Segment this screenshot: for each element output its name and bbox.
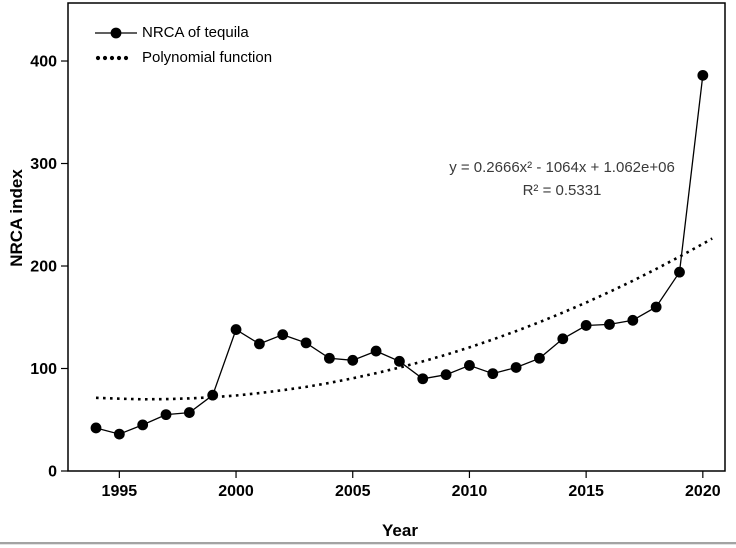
y-tick-label: 400: [30, 54, 57, 71]
x-tick-label: 2005: [335, 483, 371, 500]
data-point-marker: [440, 369, 452, 381]
legend: NRCA of tequila Polynomial function: [94, 20, 272, 70]
data-point-marker: [534, 352, 545, 364]
data-point-marker: [230, 324, 242, 335]
data-point-marker: [323, 352, 335, 364]
data-point-marker: [183, 407, 195, 418]
x-tick-label: 2000: [218, 483, 254, 500]
y-tick-label: 100: [30, 361, 57, 378]
data-point-marker: [510, 362, 522, 373]
data-point-marker: [277, 329, 289, 341]
legend-dotted-swatch: [95, 55, 129, 60]
bottom-divider: [0, 542, 736, 545]
r-squared-text: R² = 0.5331: [522, 182, 602, 199]
legend-line-marker-swatch: [95, 27, 137, 38]
data-point-marker: [627, 314, 639, 326]
legend-label-series: NRCA of tequila: [142, 24, 249, 41]
data-point-marker: [674, 266, 685, 278]
data-point-marker: [604, 319, 615, 330]
series-line: [95, 75, 704, 435]
trend-dotted-line: [95, 237, 713, 401]
data-point-marker: [137, 419, 149, 431]
legend-label-trend: Polynomial function: [142, 49, 273, 66]
data-point-marker: [160, 409, 172, 421]
y-tick-label: 300: [30, 156, 57, 173]
x-tick-label: 2015: [568, 483, 604, 500]
plot-frame: [67, 2, 726, 472]
x-tick-label: 2010: [452, 483, 488, 500]
x-axis-title: Year: [382, 521, 418, 540]
equation-text: y = 0.2666x² - 1064x + 1.062e+06: [449, 159, 675, 176]
x-tick-label: 1995: [102, 483, 138, 500]
data-point-marker: [580, 320, 592, 331]
y-tick-label: 200: [30, 259, 57, 276]
data-point-marker: [650, 301, 662, 313]
data-point-marker: [417, 373, 429, 385]
data-point-marker: [347, 354, 359, 366]
data-point-marker: [300, 337, 312, 349]
data-point-marker: [253, 338, 265, 350]
data-point-marker: [207, 389, 219, 401]
data-point-marker: [697, 69, 709, 81]
legend-item-series: NRCA of tequila: [94, 20, 272, 45]
data-point-marker: [113, 428, 125, 440]
legend-item-trend: Polynomial function: [94, 45, 272, 70]
trend-annotation: y = 0.2666x² - 1064x + 1.062e+06 R² = 0.…: [407, 156, 717, 202]
y-axis-title: NRCA index: [7, 169, 26, 267]
data-point-marker: [487, 368, 499, 380]
x-tick-label: 2020: [685, 483, 721, 500]
data-point-marker: [464, 360, 475, 371]
data-point-marker: [370, 345, 382, 357]
data-point-marker: [90, 422, 102, 434]
y-tick-label: 0: [48, 464, 57, 481]
data-point-marker: [557, 333, 569, 345]
data-point-marker: [394, 355, 405, 367]
